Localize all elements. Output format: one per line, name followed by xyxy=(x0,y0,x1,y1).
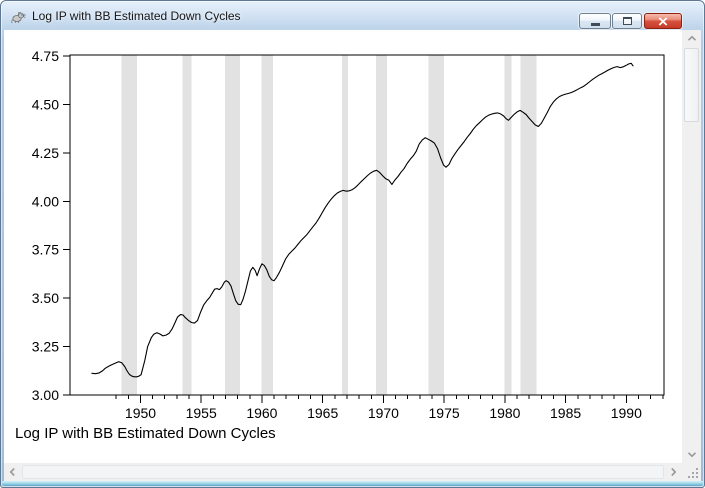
chevron-down-icon xyxy=(687,452,696,458)
chart-svg: 3.00 3.25 3.50 3.75 4.00 4.25 4.50 4.75 1950 1955… xyxy=(32,48,665,421)
window-controls xyxy=(579,13,682,29)
x-tick-label: 1950 xyxy=(125,405,156,421)
down-cycle-band xyxy=(504,55,512,395)
down-cycle-band xyxy=(342,55,349,395)
y-tick-label: 4.75 xyxy=(32,48,59,64)
maximize-icon xyxy=(622,17,632,25)
y-tick-label: 3.50 xyxy=(32,290,59,306)
minimize-icon xyxy=(590,22,600,26)
vertical-scrollbar[interactable] xyxy=(682,30,701,463)
x-tick-label: 1980 xyxy=(489,405,520,421)
y-tick-label: 3.25 xyxy=(32,339,59,355)
plot-box xyxy=(69,54,665,396)
down-cycle-band xyxy=(520,55,537,395)
down-cycle-band xyxy=(428,55,445,395)
chevron-right-icon xyxy=(671,467,677,477)
y-tick-label: 3.00 xyxy=(32,387,59,403)
x-tick-label: 1970 xyxy=(368,405,399,421)
rat-icon[interactable] xyxy=(10,8,26,24)
titlebar[interactable]: Log IP with BB Estimated Down Cycles xyxy=(1,1,704,30)
scroll-down-button[interactable] xyxy=(682,446,701,463)
close-icon xyxy=(658,16,668,26)
chevron-left-icon xyxy=(9,467,15,477)
y-tick-label: 4.00 xyxy=(32,193,59,209)
down-cycle-band xyxy=(224,55,241,395)
scroll-up-button[interactable] xyxy=(682,30,701,47)
x-tick-label: 1985 xyxy=(550,405,581,421)
window-title: Log IP with BB Estimated Down Cycles xyxy=(32,8,241,23)
close-button[interactable] xyxy=(644,13,682,29)
scroll-left-button[interactable] xyxy=(4,463,21,481)
chevron-up-icon xyxy=(687,35,696,41)
down-cycle-band xyxy=(376,55,387,395)
y-tick-label: 3.75 xyxy=(32,242,59,258)
down-cycle-band xyxy=(182,55,192,395)
scroll-right-button[interactable] xyxy=(665,463,682,481)
x-tick-label: 1965 xyxy=(307,405,338,421)
minimize-button[interactable] xyxy=(579,13,611,29)
vscroll-thumb[interactable] xyxy=(684,48,699,122)
log-ip-line xyxy=(91,62,634,378)
x-tick-label: 1960 xyxy=(246,405,277,421)
horizontal-scrollbar[interactable] xyxy=(4,463,682,481)
hscroll-thumb[interactable] xyxy=(22,465,664,479)
down-cycle-band xyxy=(121,55,137,395)
resize-grip-icon[interactable] xyxy=(687,467,699,479)
chart-canvas: 3.00 3.25 3.50 3.75 4.00 4.25 4.50 4.75 1950 1955… xyxy=(4,30,682,463)
maximize-button[interactable] xyxy=(612,13,642,29)
y-tick-label: 4.50 xyxy=(32,96,59,112)
x-tick-label: 1955 xyxy=(186,405,217,421)
window-bottom-accent xyxy=(2,481,703,486)
client-area: 3.00 3.25 3.50 3.75 4.00 4.25 4.50 4.75 1950 1955… xyxy=(4,30,701,481)
x-tick-label: 1975 xyxy=(429,405,460,421)
chart-caption: Log IP with BB Estimated Down Cycles xyxy=(15,425,276,442)
scrollbar-corner xyxy=(682,463,701,481)
y-tick-label: 4.25 xyxy=(32,145,59,161)
down-cycle-band xyxy=(261,55,273,395)
x-tick-label: 1990 xyxy=(611,405,642,421)
